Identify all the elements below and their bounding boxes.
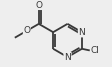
Text: N: N — [64, 53, 71, 62]
Text: Cl: Cl — [91, 46, 100, 55]
Text: N: N — [79, 28, 85, 37]
Text: O: O — [35, 1, 42, 10]
Text: O: O — [23, 26, 30, 35]
